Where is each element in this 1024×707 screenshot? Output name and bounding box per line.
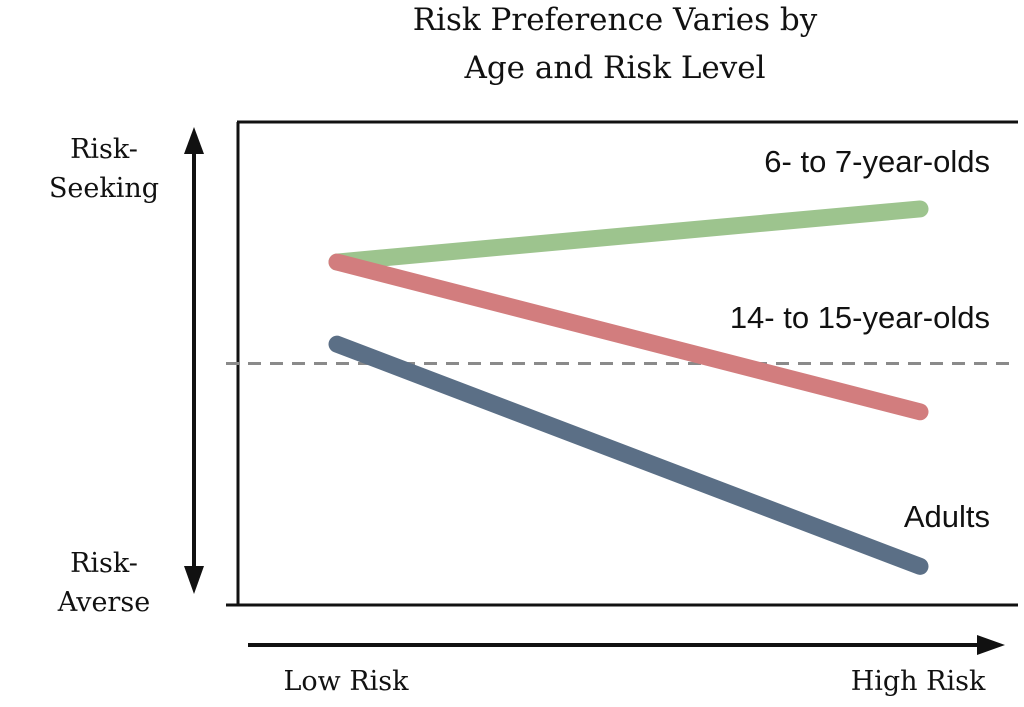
series-line-6-7-year-olds (328, 200, 929, 271)
chart-title-line-2: Age and Risk Level (463, 50, 765, 86)
x-category-high-risk: High Risk (851, 666, 986, 697)
series-line-adults (328, 335, 929, 575)
series-layer (328, 200, 929, 575)
x-category-low-risk: Low Risk (283, 666, 409, 697)
y-bottom-label-line-2: Averse (57, 587, 150, 618)
chart-title-line-1: Risk Preference Varies by (413, 2, 818, 38)
series-label-adults: Adults (904, 499, 990, 534)
y-top-label-line-1: Risk- (70, 134, 138, 165)
series-label-6-7-year-olds: 6- to 7-year-olds (764, 144, 990, 179)
y-top-label-line-2: Seeking (49, 173, 159, 204)
y-axis-arrow-down-head (184, 566, 204, 594)
y-axis-arrow-up-head (184, 127, 204, 154)
series-line-14-15-year-olds (328, 253, 929, 421)
x-axis-arrow-head (977, 635, 1005, 655)
series-label-14-15-year-olds: 14- to 15-year-olds (730, 300, 990, 335)
y-bottom-label-line-1: Risk- (70, 548, 138, 579)
